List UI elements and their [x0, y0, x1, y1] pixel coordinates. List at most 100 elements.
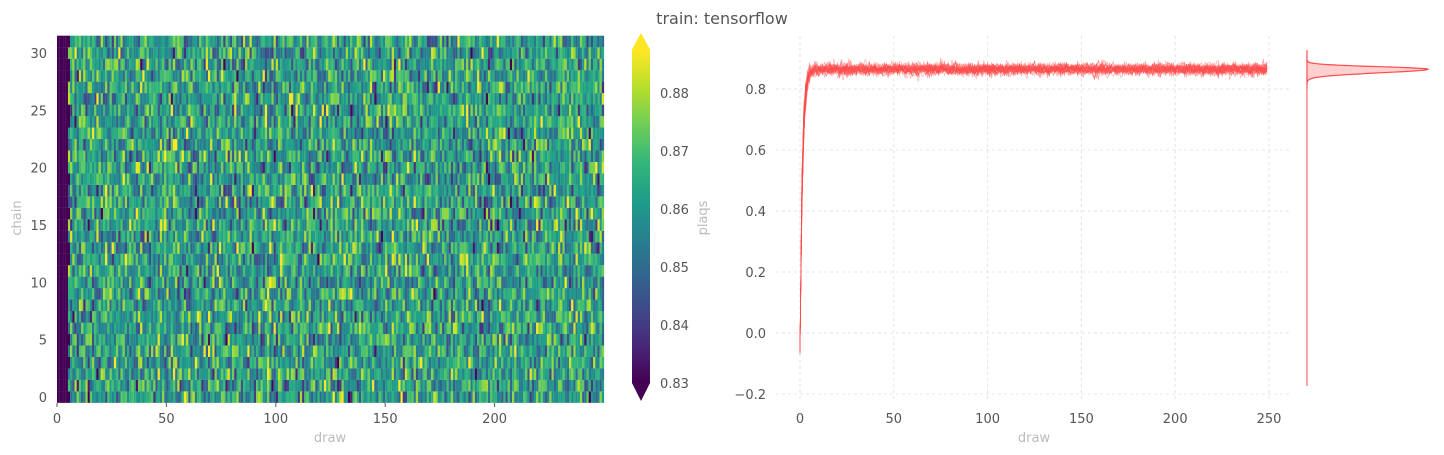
- heatmap-cell: [76, 184, 79, 197]
- heatmap-cell: [137, 219, 141, 231]
- heatmap-cell: [179, 196, 182, 208]
- heatmap-cell: [442, 333, 445, 346]
- heatmap-cell: [341, 219, 344, 231]
- heatmap-cell: [319, 391, 322, 403]
- heatmap-cell: [352, 242, 355, 254]
- heatmap-cell: [345, 356, 349, 369]
- heatmap-cell: [459, 196, 462, 208]
- heatmap-cell: [269, 276, 272, 289]
- heatmap-cell: [415, 356, 419, 369]
- heatmap-cell: [509, 356, 513, 369]
- heatmap-cell: [181, 379, 185, 392]
- heatmap-cell: [210, 333, 213, 346]
- heatmap-cell: [245, 299, 248, 312]
- heatmap-cell: [162, 219, 165, 231]
- heatmap-cell: [479, 242, 482, 254]
- heatmap-cell: [172, 345, 176, 357]
- heatmap-cell: [372, 219, 375, 231]
- heatmap-cell: [358, 322, 362, 335]
- heatmap-cell: [361, 207, 364, 220]
- heatmap-cell: [529, 356, 532, 369]
- heatmap-cell: [105, 333, 108, 346]
- heatmap-cell: [573, 230, 576, 243]
- heatmap-cell: [310, 230, 314, 243]
- heatmap-cell: [280, 276, 283, 289]
- heatmap-cell: [197, 333, 200, 346]
- heatmap-cell: [341, 391, 344, 403]
- heatmap-cell: [400, 322, 403, 335]
- heatmap-cell: [242, 356, 246, 369]
- heatmap-cell: [120, 333, 123, 346]
- heatmap-cell: [396, 379, 399, 392]
- heatmap-cell: [177, 207, 180, 220]
- heatmap-cell: [190, 253, 193, 266]
- heatmap-cell: [564, 379, 567, 392]
- heatmap-cell: [496, 207, 500, 220]
- heatmap-cell: [389, 253, 392, 266]
- heatmap-cell: [210, 356, 213, 369]
- heatmap-cell: [275, 333, 279, 346]
- heatmap-cell: [409, 356, 412, 369]
- heatmap-cell: [87, 173, 90, 185]
- heatmap-cell: [369, 219, 373, 231]
- heatmap-cell: [492, 322, 495, 335]
- heatmap-cell: [109, 322, 112, 335]
- heatmap-cell: [470, 288, 473, 300]
- heatmap-cell: [247, 299, 250, 312]
- heatmap-cell: [144, 288, 147, 300]
- heatmap-cell: [308, 196, 311, 208]
- heatmap-cell: [457, 196, 460, 208]
- heatmap-cell: [107, 173, 110, 185]
- heatmap-cell: [479, 265, 482, 277]
- heatmap-cell: [317, 207, 320, 220]
- heatmap-cell: [369, 322, 373, 335]
- heatmap-cell: [376, 356, 379, 369]
- heatmap-cell: [450, 345, 454, 357]
- heatmap-cell: [560, 276, 563, 289]
- heatmap-cell: [527, 219, 530, 231]
- heatmap-cell: [262, 253, 265, 266]
- heatmap-cell: [188, 219, 191, 231]
- heatmap-cell: [571, 299, 574, 312]
- heatmap-cell: [391, 391, 395, 403]
- heatmap-cell: [457, 345, 460, 357]
- heatmap-cell: [498, 265, 502, 277]
- heatmap-cell: [253, 368, 257, 380]
- heatmap-cell: [57, 173, 60, 185]
- heatmap-cell: [431, 184, 434, 197]
- heatmap-cell: [177, 368, 180, 380]
- heatmap-cell: [321, 253, 325, 266]
- heatmap-cell: [363, 196, 366, 208]
- heatmap-cell: [210, 173, 213, 185]
- heatmap-cell: [72, 310, 75, 323]
- heatmap-cell: [540, 173, 543, 185]
- heatmap-cell: [232, 184, 235, 197]
- heatmap-cell: [98, 276, 101, 289]
- heatmap-cell: [172, 265, 176, 277]
- heatmap-cell: [105, 356, 108, 369]
- heatmap-cell: [120, 173, 123, 185]
- heatmap-cell: [512, 253, 515, 266]
- heatmap-cell: [214, 196, 217, 208]
- heatmap-cell: [540, 299, 543, 312]
- heatmap-cell: [249, 219, 252, 231]
- heatmap-cell: [503, 333, 506, 346]
- heatmap-cell: [275, 242, 279, 254]
- heatmap-cell: [148, 379, 152, 392]
- heatmap-cell: [418, 368, 421, 380]
- heatmap-cell: [516, 356, 519, 369]
- heatmap-cell: [288, 322, 292, 335]
- heatmap-cell: [345, 322, 349, 335]
- heatmap-cell: [337, 322, 340, 335]
- heatmap-cell: [201, 253, 204, 266]
- heatmap-cell: [96, 391, 99, 403]
- heatmap-cell: [107, 184, 110, 197]
- heatmap-cell: [380, 379, 384, 392]
- heatmap-cell: [529, 368, 532, 380]
- heatmap-cell: [540, 333, 543, 346]
- heatmap-cell: [302, 196, 305, 208]
- heatmap-cell: [142, 253, 145, 266]
- heatmap-cell: [584, 230, 587, 243]
- heatmap-cell: [358, 379, 362, 392]
- heatmap-cell: [146, 379, 150, 392]
